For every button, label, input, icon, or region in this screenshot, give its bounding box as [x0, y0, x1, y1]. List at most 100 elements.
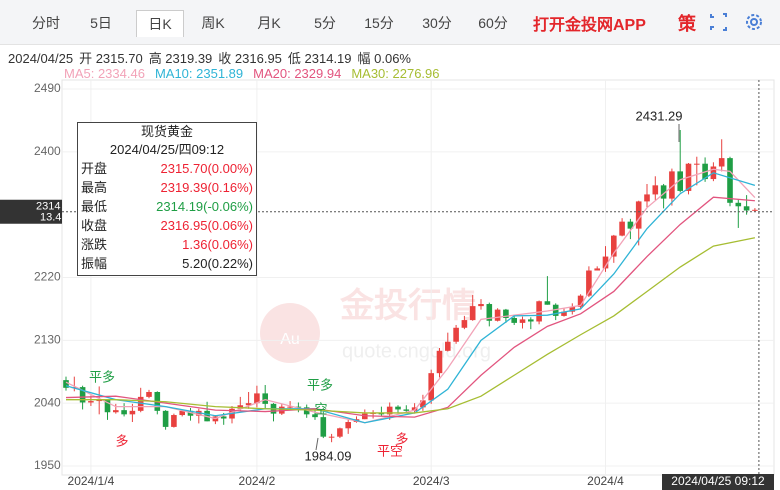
annotation: 多	[395, 431, 408, 446]
candle-body	[445, 341, 451, 351]
tab[interactable]: 分时	[32, 15, 60, 31]
candle-body	[146, 391, 152, 397]
candle-body	[262, 393, 268, 404]
candle-body	[727, 158, 733, 203]
candle-body	[237, 405, 244, 409]
candle-body	[552, 304, 559, 316]
annotation: 空	[314, 401, 327, 416]
candle-body	[494, 309, 501, 321]
candle-body	[478, 304, 484, 307]
tab[interactable]: 周K	[201, 15, 225, 31]
header: 分时 5日 日K 周K 月K 5分 15分 30分 60分 打开金投网APP 策	[0, 0, 780, 45]
watermark-logo	[260, 303, 320, 363]
legend-entry: MA20: 2329.94	[253, 66, 342, 81]
candle-body	[752, 209, 758, 211]
info-item: 高 2319.39	[148, 51, 213, 66]
annotation: 平多	[89, 369, 115, 384]
tooltip-value: 2315.70(0.00%)	[160, 161, 253, 176]
y-tick-label: 2040	[34, 395, 61, 409]
legend: MA5: 2334.46 MA10: 2351.89 MA20: 2329.94 MA…	[64, 66, 450, 81]
tooltip-value: 1.36(0.06%)	[182, 237, 253, 252]
ma-line	[65, 168, 756, 424]
candle-body	[171, 415, 177, 427]
candle-body	[386, 406, 393, 415]
time-tag-bg	[662, 474, 774, 490]
candle-body	[511, 317, 517, 323]
candle-body	[320, 417, 327, 437]
candle-body	[635, 201, 642, 229]
candle-body	[395, 406, 401, 410]
tab[interactable]: 60分	[478, 15, 508, 31]
candle-body	[88, 401, 94, 403]
candle-body	[121, 410, 127, 415]
candle-body	[137, 396, 144, 411]
info-item: 收 2316.95	[218, 51, 282, 66]
candle-body	[312, 414, 318, 418]
candle-body	[345, 422, 351, 429]
annotation: 多	[115, 433, 128, 448]
candle-body	[403, 409, 410, 411]
annotation-leader	[315, 437, 319, 451]
app-link[interactable]: 打开金投网APP	[533, 17, 646, 34]
tooltip-label: 涨跌	[81, 237, 108, 252]
candle-body	[337, 428, 343, 437]
badge[interactable]: 策	[678, 14, 696, 34]
candle-body	[162, 410, 169, 427]
candle-body	[611, 235, 617, 257]
tooltip-row: 收盘 2316.95(0.06%)	[78, 216, 256, 235]
tooltip-value: 5.20(0.22%)	[182, 256, 253, 271]
candle-body	[79, 387, 86, 403]
legend-entry: MA10: 2351.89	[154, 66, 244, 81]
candle-body	[461, 320, 468, 328]
tooltip-value: 2316.95(0.06%)	[160, 218, 253, 233]
tooltip-value: 2314.19(-0.06%)	[156, 199, 253, 214]
tooltip-row: 最高 2319.39(0.16%)	[78, 178, 256, 197]
tab[interactable]: 30分	[422, 15, 452, 31]
x-tick-label: 2024/1/4	[68, 474, 115, 488]
candle-body	[453, 327, 459, 342]
info-item: 低 2314.19	[287, 51, 352, 66]
candle-body	[187, 410, 194, 416]
candle-body	[627, 221, 634, 229]
candle-body	[129, 410, 136, 415]
y-tick-label: 2130	[34, 333, 61, 347]
candle-body	[113, 410, 119, 413]
ma-line	[65, 172, 756, 424]
candle-body	[362, 413, 368, 420]
annotation: 平多	[307, 377, 333, 392]
candle-body	[577, 295, 584, 307]
watermark-url: quote.cngold.org	[342, 340, 491, 362]
price-tag-bg	[0, 199, 62, 224]
x-tick-label: 2024/2	[239, 474, 276, 488]
candle-body	[486, 304, 493, 321]
candle-body	[420, 400, 426, 408]
candle-body	[378, 412, 385, 415]
candle-body	[287, 406, 293, 408]
price-tag: 2314	[36, 201, 60, 213]
candle-body	[669, 171, 675, 199]
tooltip-row: 开盘 2315.70(0.00%)	[78, 159, 256, 178]
tab[interactable]: 5分	[314, 15, 336, 31]
tooltip-label: 振幅	[81, 256, 108, 271]
candle-body	[428, 373, 434, 401]
candle-body	[735, 202, 742, 207]
tab[interactable]: 日K	[136, 10, 184, 37]
candle-body	[63, 380, 69, 388]
candle-body	[328, 436, 335, 438]
tab[interactable]: 月K	[257, 15, 281, 31]
tab[interactable]: 5日	[90, 15, 112, 31]
tooltip-row: 最低 2314.19(-0.06%)	[78, 197, 256, 216]
tab[interactable]: 15分	[364, 15, 394, 31]
candle-body	[694, 163, 700, 165]
legend-entry: MA30: 2276.96	[351, 66, 440, 81]
candle-body	[652, 185, 659, 195]
tooltip-label: 收盘	[81, 218, 108, 233]
tooltip-label: 最高	[81, 180, 108, 195]
candle-body	[743, 206, 750, 211]
candle-body	[536, 301, 542, 322]
watermark-logo-text: Au	[280, 331, 300, 348]
candle-body	[619, 221, 625, 236]
candle-body	[544, 301, 551, 305]
candle-body	[295, 406, 302, 408]
tooltip-row: 振幅 5.20(0.22%)	[78, 254, 256, 273]
